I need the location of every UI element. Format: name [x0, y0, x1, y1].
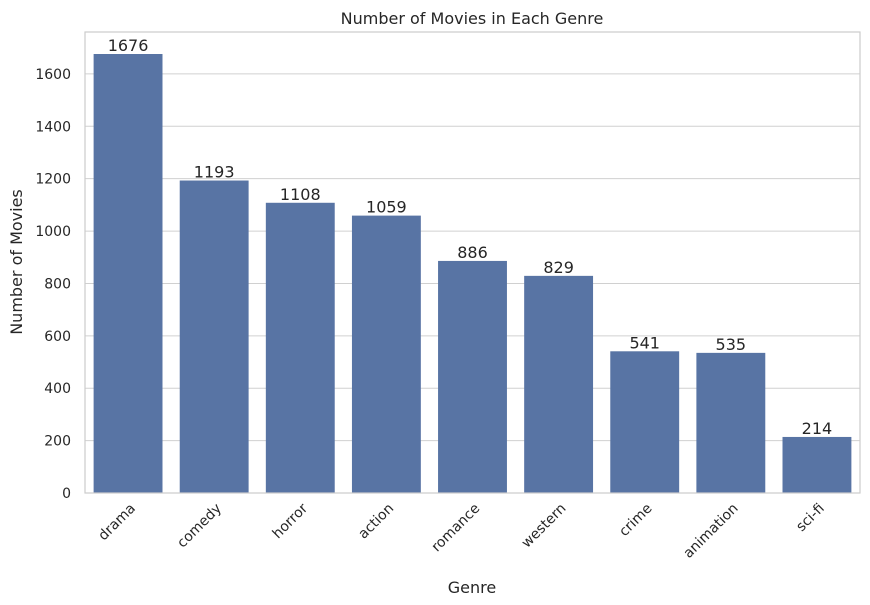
x-tick-label-sci-fi: sci-fi: [793, 501, 827, 535]
y-tick-label: 0: [62, 486, 71, 502]
data-label-animation: 535: [716, 335, 747, 354]
data-label-action: 1059: [366, 198, 407, 217]
bar-drama: [93, 54, 163, 494]
bar-romance: [438, 260, 507, 493]
bar-horror: [265, 202, 335, 493]
x-tick-label-western: western: [519, 501, 570, 552]
bar-animation: [696, 352, 766, 493]
y-tick-label: 800: [44, 276, 71, 292]
plot-frame: [84, 31, 861, 494]
data-label-crime: 541: [629, 333, 660, 352]
data-labels: 1676 1193 1108 1059 886 829 541 535 214: [108, 36, 833, 438]
y-tick-label: 1400: [35, 119, 71, 135]
x-tick-label-romance: romance: [429, 501, 484, 556]
y-tick-label: 600: [44, 329, 71, 345]
bars: [93, 54, 852, 494]
x-tick-label-comedy: comedy: [174, 501, 225, 552]
x-tick-label-drama: drama: [95, 501, 138, 544]
x-axis-ticks: drama comedy horror action romance western cri…: [95, 500, 827, 561]
x-tick-label-animation: animation: [681, 501, 742, 562]
y-tick-label: 1600: [35, 67, 71, 83]
x-axis-title: Genre: [448, 578, 496, 597]
y-tick-label: 400: [44, 381, 71, 397]
data-label-romance: 886: [457, 243, 488, 262]
y-tick-label: 1000: [35, 224, 71, 240]
data-label-comedy: 1193: [194, 163, 235, 182]
data-label-horror: 1108: [280, 185, 321, 204]
x-tick-label-horror: horror: [270, 500, 312, 542]
bar-western: [524, 275, 594, 493]
data-label-western: 829: [543, 258, 574, 277]
bar-sci-fi: [782, 436, 852, 493]
bar-comedy: [179, 180, 249, 494]
x-tick-label-action: action: [355, 501, 397, 543]
y-axis-ticks: 0 200 400 600 800 1000 1200 1400 1600: [35, 67, 71, 502]
chart-title: Number of Movies in Each Genre: [341, 9, 604, 28]
data-label-sci-fi: 214: [802, 419, 833, 438]
bar-action: [351, 215, 421, 494]
y-axis-title: Number of Movies: [7, 189, 26, 335]
bar-crime: [610, 351, 680, 493]
data-label-drama: 1676: [108, 36, 149, 55]
y-tick-label: 200: [44, 434, 71, 450]
x-tick-label-crime: crime: [616, 501, 655, 540]
y-tick-label: 1200: [35, 172, 71, 188]
